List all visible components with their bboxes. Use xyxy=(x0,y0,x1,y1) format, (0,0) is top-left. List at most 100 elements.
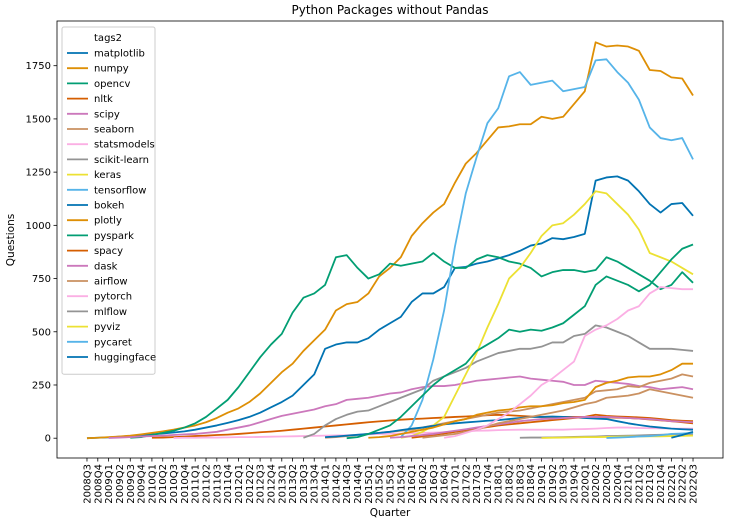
x-tick-label: 2019Q4 xyxy=(569,464,580,504)
x-tick-label: 2017Q3 xyxy=(472,464,483,504)
series-line xyxy=(325,415,694,439)
x-tick-label: 2022Q1 xyxy=(667,464,678,504)
x-tick-label: 2021Q2 xyxy=(634,464,645,504)
x-tick-label: 2015Q4 xyxy=(396,464,407,504)
x-tick-label: 2009Q3 xyxy=(126,464,137,504)
x-tick-label: 2010Q3 xyxy=(169,464,180,504)
x-tick-label: 2013Q3 xyxy=(299,464,310,504)
x-tick-label: 2017Q4 xyxy=(483,464,494,504)
series-line xyxy=(130,252,694,439)
x-tick-label: 2013Q2 xyxy=(288,464,299,504)
legend-label: bokeh xyxy=(94,201,124,212)
legend-label: plotly xyxy=(94,216,122,227)
legend: tags2 matplotlib numpy opencv nltk scipy seabo… xyxy=(61,26,156,375)
x-tick-label: 2012Q1 xyxy=(234,464,245,504)
x-tick-label: 2018Q1 xyxy=(494,464,505,504)
x-tick-label: 2022Q3 xyxy=(689,464,700,504)
legend-title: tags2 xyxy=(94,33,122,44)
x-tick-label: 2015Q1 xyxy=(364,464,375,504)
x-tick-label: 2009Q4 xyxy=(137,464,148,504)
series-line xyxy=(443,286,694,439)
x-tick-label: 2010Q1 xyxy=(147,464,158,504)
x-tick-label: 2010Q4 xyxy=(180,464,191,504)
x-tick-label: 2016Q1 xyxy=(407,464,418,504)
series-line xyxy=(389,416,694,439)
legend-label: opencv xyxy=(94,79,130,90)
legend-label: huggingface xyxy=(94,353,156,364)
legend-label: pyspark xyxy=(94,231,134,242)
x-tick-label: 2012Q3 xyxy=(256,464,267,504)
x-tick-label: 2009Q1 xyxy=(104,464,115,504)
legend-label: numpy xyxy=(94,64,129,75)
series-line xyxy=(173,426,694,439)
x-tick-label: 2011Q3 xyxy=(212,464,223,504)
y-tick-label: 1250 xyxy=(26,168,51,179)
legend-label: scipy xyxy=(94,109,120,120)
axes-frame xyxy=(56,20,724,459)
x-tick-label: 2017Q1 xyxy=(450,464,461,504)
x-tick-label: 2014Q4 xyxy=(353,464,364,504)
x-tick-label: 2008Q4 xyxy=(93,464,104,504)
legend-label: pytorch xyxy=(94,292,132,303)
legend-label: pyviz xyxy=(94,322,120,333)
legend-label: scikit-learn xyxy=(94,155,149,166)
chart-title: Python Packages without Pandas xyxy=(291,3,488,17)
x-tick-label: 2012Q4 xyxy=(266,464,277,504)
series-line xyxy=(411,413,694,439)
x-tick-label: 2015Q3 xyxy=(386,464,397,504)
x-tick-label: 2010Q2 xyxy=(158,464,169,504)
x-tick-label: 2014Q1 xyxy=(321,464,332,504)
legend-label: pycaret xyxy=(94,337,132,348)
series-line xyxy=(671,430,694,439)
x-tick-label: 2011Q1 xyxy=(191,464,202,504)
x-tick-label: 2015Q2 xyxy=(375,464,386,504)
legend-label: dask xyxy=(94,261,118,272)
x-tick-label: 2016Q4 xyxy=(440,464,451,504)
legend-label: keras xyxy=(94,170,121,181)
legend-label: mlflow xyxy=(94,307,127,318)
legend-label: statsmodels xyxy=(94,140,155,151)
legend-label: tensorflow xyxy=(94,185,146,196)
x-tick-label: 2009Q2 xyxy=(115,464,126,504)
y-tick-label: 750 xyxy=(32,274,51,285)
series-line xyxy=(368,362,694,439)
y-tick-label: 1750 xyxy=(26,61,51,72)
x-tick-label: 2018Q3 xyxy=(515,464,526,504)
y-tick-label: 1000 xyxy=(26,221,51,232)
x-tick-label: 2008Q3 xyxy=(82,464,93,504)
x-tick-label: 2020Q4 xyxy=(613,464,624,504)
legend-label: airflow xyxy=(94,277,128,288)
series-line xyxy=(346,243,694,440)
x-tick-label: 2019Q2 xyxy=(548,464,559,504)
y-tick-label: 0 xyxy=(45,434,51,445)
x-tick-label: 2021Q1 xyxy=(624,464,635,504)
x-tick-label: 2012Q2 xyxy=(245,464,256,504)
x-tick-label: 2018Q2 xyxy=(505,464,516,504)
series-line xyxy=(400,190,694,439)
y-tick-label: 1500 xyxy=(26,114,51,125)
series-line xyxy=(108,375,694,439)
series-line xyxy=(606,431,694,439)
x-tick-label: 2020Q1 xyxy=(580,464,591,504)
legend-label: spacy xyxy=(94,246,123,257)
x-tick-label: 2019Q3 xyxy=(559,464,570,504)
x-tick-label: 2022Q2 xyxy=(678,464,689,504)
legend-label: seaborn xyxy=(94,125,134,136)
x-tick-label: 2011Q2 xyxy=(202,464,213,504)
x-tick-label: 2011Q4 xyxy=(223,464,234,504)
x-tick-label: 2016Q2 xyxy=(418,464,429,504)
y-tick-label: 500 xyxy=(32,327,51,338)
x-tick-label: 2013Q4 xyxy=(310,464,321,504)
y-axis-label: Questions xyxy=(5,214,17,266)
x-tick-label: 2019Q1 xyxy=(537,464,548,504)
x-tick-label: 2018Q4 xyxy=(526,464,537,504)
x-tick-label: 2014Q3 xyxy=(342,464,353,504)
x-tick-label: 2016Q3 xyxy=(429,464,440,504)
x-tick-label: 2013Q1 xyxy=(277,464,288,504)
x-axis-label: Quarter xyxy=(370,507,411,519)
legend-label: nltk xyxy=(94,94,113,105)
series-line xyxy=(86,175,694,440)
x-tick-label: 2020Q2 xyxy=(591,464,602,504)
